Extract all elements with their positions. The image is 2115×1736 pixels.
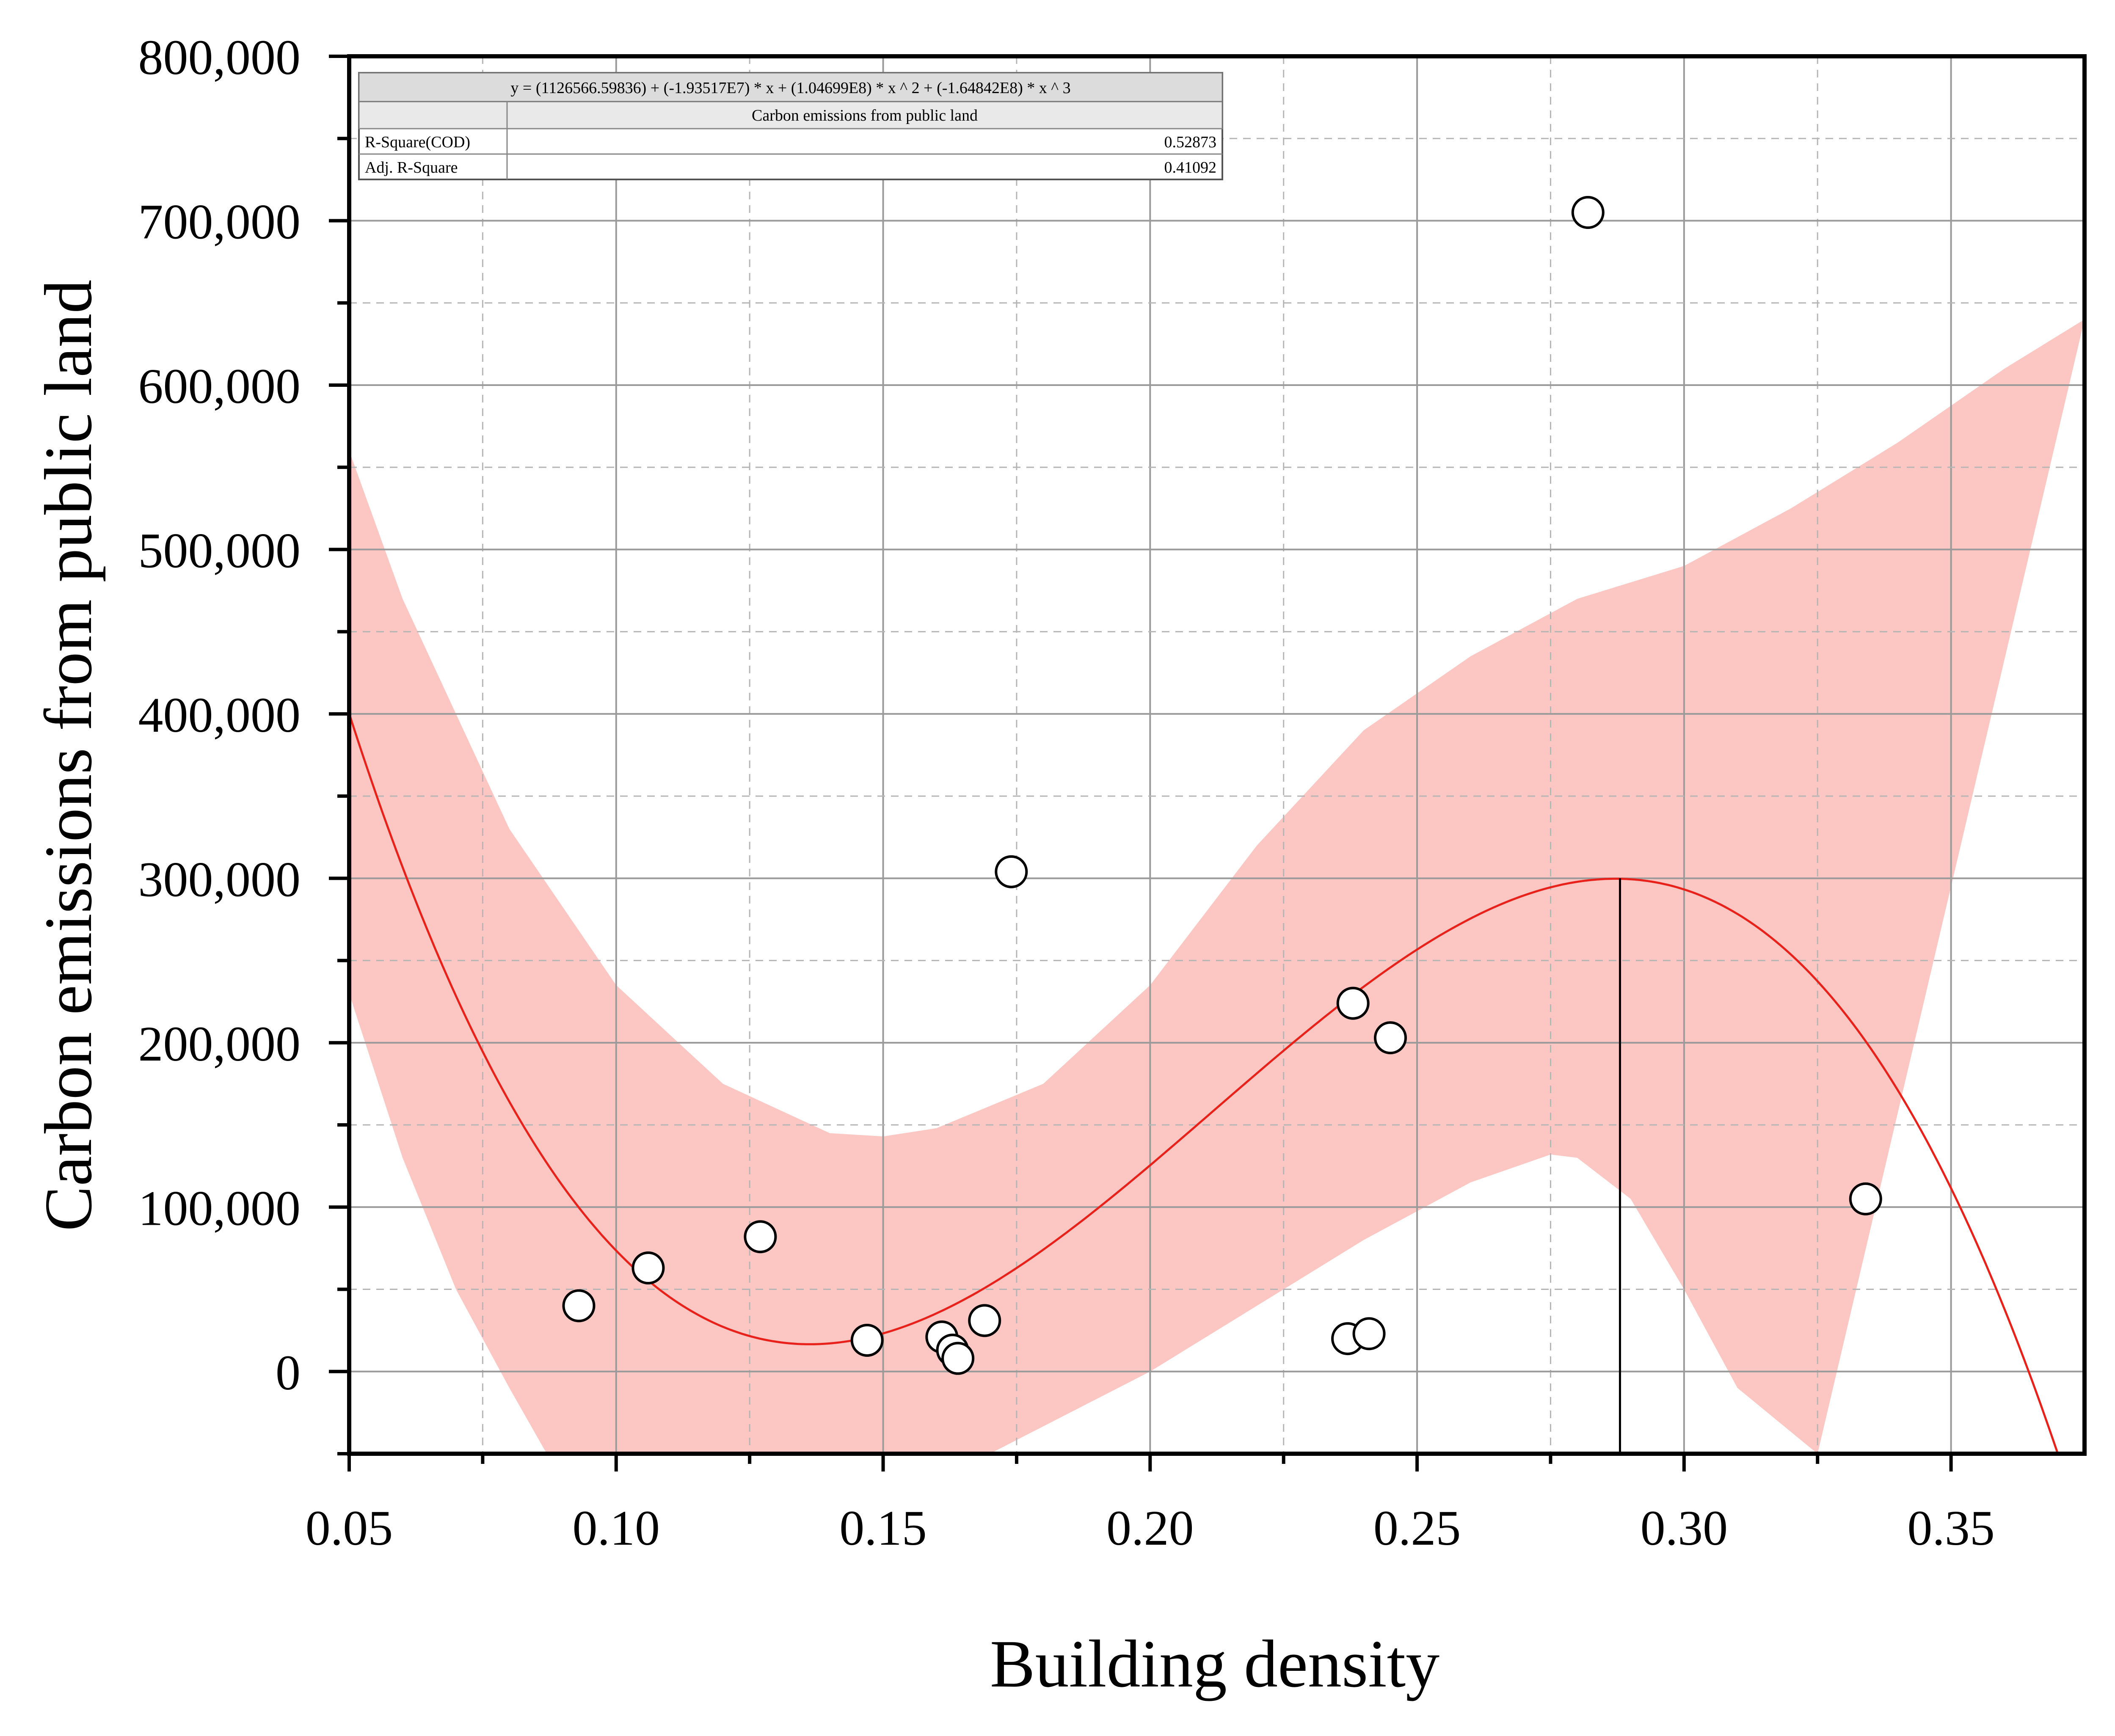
x-tick-label: 0.05: [306, 1500, 393, 1556]
tick-layer: 0.05 0.10 0.15 0.20 0.25 0.30 0.35 0 100,000 200,…: [138, 30, 1995, 1556]
plot-frame-layer: [347, 54, 2087, 1456]
confidence-band: [349, 319, 2085, 1454]
points-layer: [562, 196, 1882, 1375]
data-point: [562, 1289, 596, 1323]
x-tick-label: 0.20: [1106, 1500, 1194, 1556]
stats-row-value: 0.52873: [1164, 133, 1217, 151]
plot-frame: [347, 54, 2087, 1456]
data-point: [631, 1251, 665, 1285]
y-tick-label: 800,000: [138, 30, 301, 85]
data-point: [850, 1323, 884, 1357]
data-point: [941, 1342, 975, 1375]
y-tick-label: 700,000: [138, 194, 301, 249]
data-point: [1336, 986, 1370, 1020]
confidence-band-layer: [349, 319, 2085, 1454]
grid-layer: [349, 56, 2085, 1454]
x-tick-label: 0.10: [573, 1500, 660, 1556]
x-axis-title: Building density: [990, 1626, 1439, 1701]
stats-equation: y = (1126566.59836) + (-1.93517E7) * x +…: [510, 79, 1070, 97]
data-point: [995, 855, 1028, 888]
data-point: [1849, 1182, 1882, 1215]
y-tick-label: 200,000: [138, 1016, 301, 1072]
data-point: [968, 1304, 1001, 1337]
data-point: [1374, 1021, 1407, 1055]
y-tick-label: 100,000: [138, 1180, 301, 1236]
x-tick-label: 0.30: [1641, 1500, 1728, 1556]
stats-row-label: Adj. R-Square: [365, 159, 458, 176]
y-tick-label: 600,000: [138, 358, 301, 414]
data-point: [744, 1220, 777, 1254]
x-tick-label: 0.25: [1373, 1500, 1461, 1556]
stats-equation-background: [358, 72, 1223, 102]
stats-header: Carbon emissions from public land: [752, 107, 978, 124]
y-tick-label: 400,000: [138, 687, 301, 743]
y-tick-label: 500,000: [138, 523, 301, 578]
stats-table: y = (1126566.59836) + (-1.93517E7) * x +…: [358, 72, 1223, 180]
data-point: [1571, 196, 1605, 229]
y-tick-label: 0: [276, 1345, 301, 1400]
data-point: [1352, 1317, 1386, 1350]
stats-row-label: R-Square(COD): [365, 133, 470, 151]
y-axis-title: Carbon emissions from public land: [30, 280, 106, 1232]
x-tick-label: 0.35: [1907, 1500, 1995, 1556]
stats-header-background: [358, 101, 1223, 130]
stats-row-value: 0.41092: [1164, 159, 1217, 176]
y-tick-label: 300,000: [138, 851, 301, 907]
x-tick-label: 0.15: [839, 1500, 927, 1556]
